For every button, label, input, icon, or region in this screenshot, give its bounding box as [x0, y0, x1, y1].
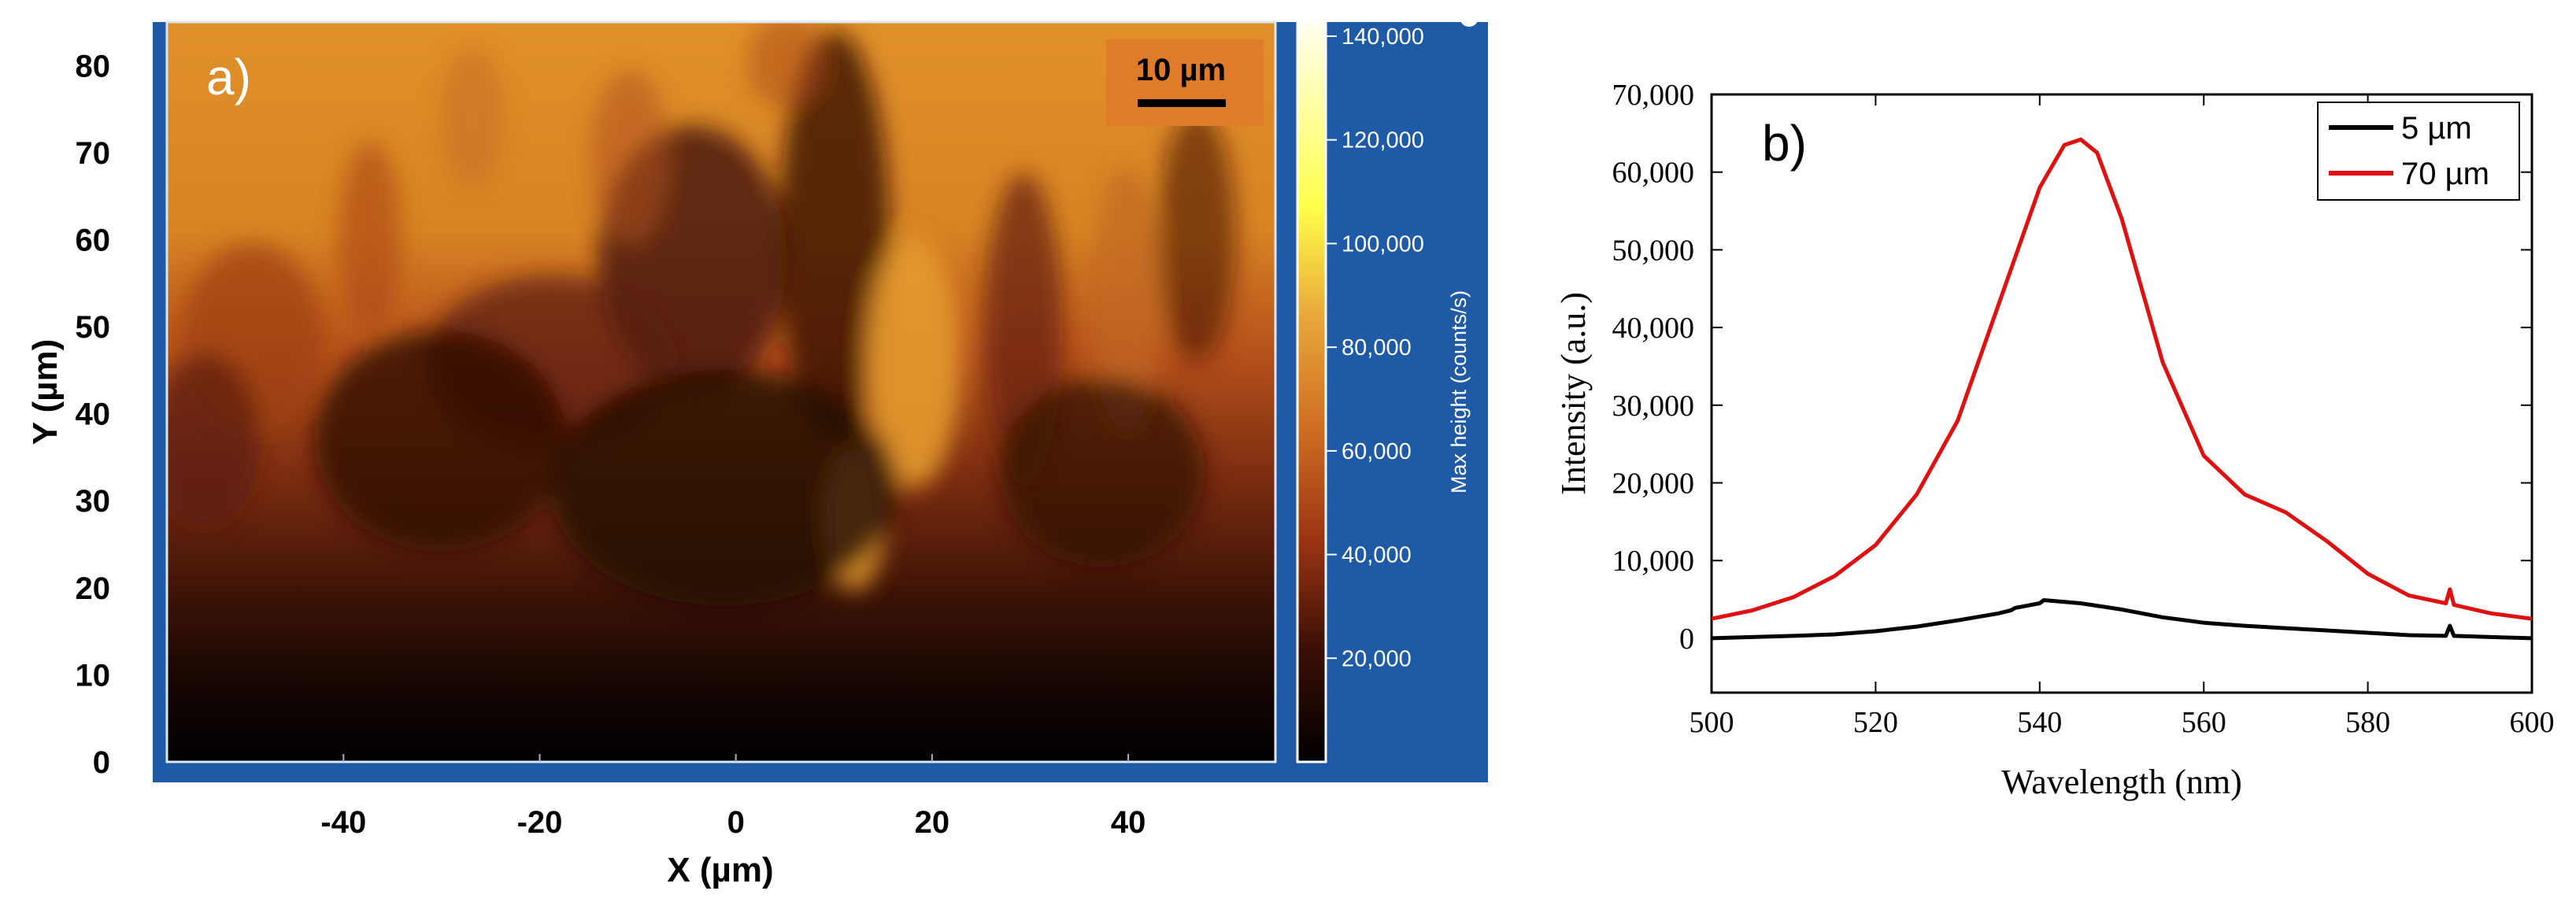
legend-label: 5 µm	[2401, 111, 2472, 146]
legend-label: 70 µm	[2401, 157, 2489, 191]
y-tick-label-b: 10,000	[1612, 545, 1695, 578]
y-tick-label-b: 60,000	[1612, 157, 1695, 190]
y-tick-label-a: 0	[93, 745, 110, 780]
x-tick-label-a: 20	[915, 805, 950, 840]
colorbar-label: Max height (counts/s)	[1447, 290, 1471, 493]
y-tick-label-b: 20,000	[1612, 468, 1695, 501]
x-ticks-b: 500 520 540 560 580 600	[1690, 94, 2555, 739]
colorbar-tick-label: 60,000	[1342, 439, 1412, 464]
y-tick-label-b: 50,000	[1612, 234, 1695, 267]
series-group-b	[1711, 137, 2533, 641]
y-tick-label-b: 30,000	[1612, 390, 1695, 423]
x-tick-label-a: 0	[727, 805, 745, 840]
x-tick-label-b: 540	[2017, 706, 2062, 739]
scale-bar-box	[1106, 39, 1264, 126]
colorbar-tick-label: 20,000	[1342, 646, 1412, 671]
heatmap-texture	[167, 22, 1236, 606]
x-tick-label-b: 600	[2510, 706, 2555, 739]
y-tick-label-a: 30	[76, 484, 111, 519]
x-tick-label-a: 40	[1111, 805, 1146, 840]
colorbar-handle	[1460, 8, 1479, 27]
legend: 5 µm 70 µm	[2329, 111, 2489, 191]
x-tick-label-a: -20	[517, 805, 563, 840]
colorbar-ticks: 20,000 40,000 60,000 80,000 100,000 120,000 14…	[1326, 24, 1424, 671]
y-tick-label-a: 20	[76, 571, 111, 606]
colorbar-tick-label: 120,000	[1342, 128, 1424, 153]
x-tick-label-a: -40	[320, 805, 366, 840]
series-line-red	[1711, 137, 2533, 621]
x-tick-label-b: 500	[1690, 706, 1734, 739]
colorbar-tick-label: 80,000	[1342, 335, 1412, 360]
y-axis-label-b: Intensity (a.u.)	[1554, 292, 1593, 495]
panel-b-label: b)	[1762, 115, 1807, 172]
x-tick-label-b: 580	[2345, 706, 2390, 739]
y-tick-label-b: 40,000	[1612, 312, 1695, 345]
colorbar-tick-label: 100,000	[1342, 231, 1424, 257]
x-axis-label-a: X (µm)	[667, 851, 773, 889]
y-ticks-b: 0 10,000 20,000 30,000 40,000 50,000 60,000 70,…	[1612, 79, 2532, 656]
scale-bar-label: 10 µm	[1136, 53, 1226, 87]
y-tick-label-a: 40	[76, 397, 111, 432]
panel-b: 500 520 540 560 580 600 0 10,000 20,000 30,000 40…	[1554, 79, 2555, 801]
y-tick-label-a: 70	[76, 136, 111, 171]
colorbar	[1296, 20, 1327, 763]
x-tick-label-b: 520	[1853, 706, 1898, 739]
colorbar-tick-label: 40,000	[1342, 543, 1412, 568]
legend-box	[2317, 102, 2520, 201]
y-ticks-a: 0 10 20 30 40 50 60 70 80	[76, 49, 111, 780]
x-ticks-a: -40 -20 0 20 40	[320, 754, 1146, 840]
y-tick-label-a: 60	[76, 223, 111, 257]
x-tick-label-b: 560	[2182, 706, 2226, 739]
y-axis-label-a: Y (µm)	[26, 339, 65, 445]
colorbar-tick-label: 140,000	[1342, 24, 1424, 50]
panel-a: Y (µm) 0 10 20 30 40 50 60 70 80 X (µm) -40 -20 0 2…	[26, 8, 1488, 889]
y-tick-label-b: 0	[1679, 623, 1694, 656]
y-tick-label-a: 50	[76, 310, 111, 345]
heatmap-border	[165, 20, 1277, 763]
x-axis-label-b: Wavelength (nm)	[2001, 763, 2242, 801]
y-tick-label-a: 10	[76, 658, 111, 693]
series-line-black	[1711, 598, 2533, 641]
panel-a-label: a)	[206, 49, 251, 105]
y-tick-label-b: 70,000	[1612, 79, 1695, 112]
scale-bar	[1138, 99, 1226, 107]
y-tick-label-a: 80	[76, 49, 111, 83]
